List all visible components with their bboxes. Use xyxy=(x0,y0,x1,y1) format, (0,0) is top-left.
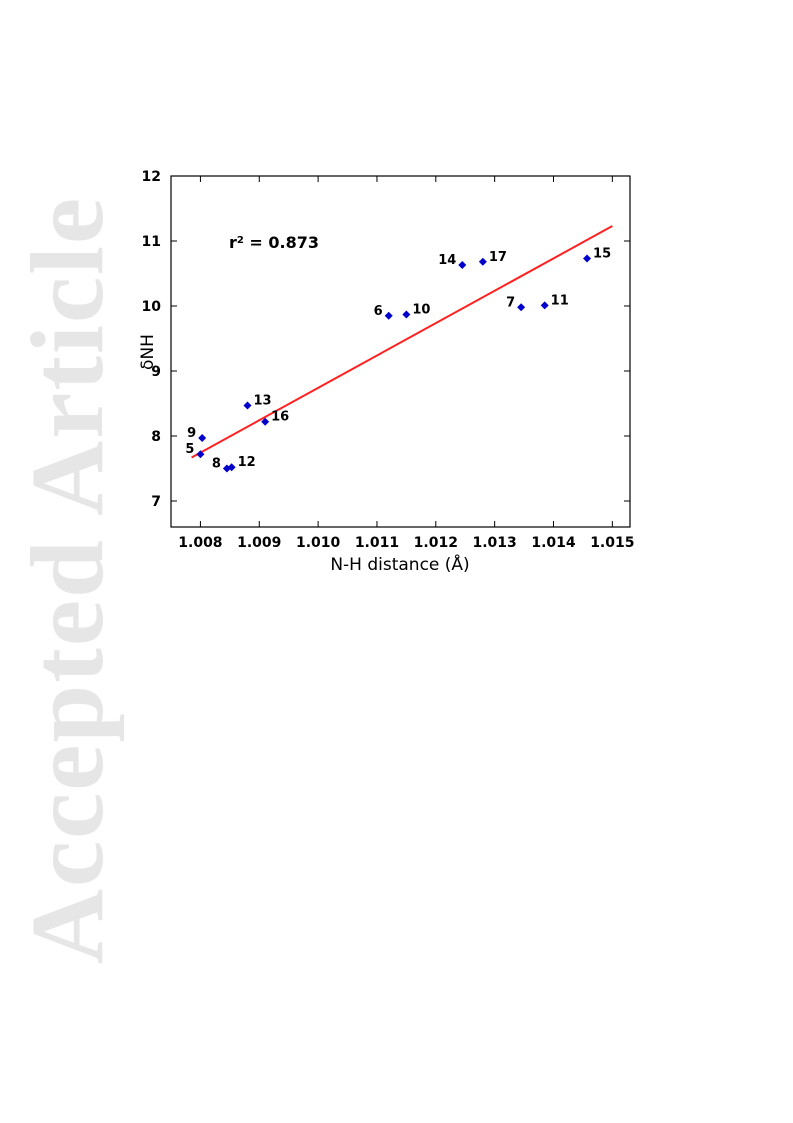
data-point xyxy=(402,310,411,319)
data-point-label: 12 xyxy=(238,455,256,470)
data-point-label: 11 xyxy=(551,293,569,308)
x-tick-label: 1.011 xyxy=(355,535,399,551)
x-tick-label: 1.012 xyxy=(414,535,458,551)
r-squared-annotation: r2 = 0.873 xyxy=(229,233,319,252)
data-point-label: 5 xyxy=(185,442,194,457)
x-tick-label: 1.013 xyxy=(473,535,517,551)
y-tick-label: 9 xyxy=(151,364,161,380)
x-tick-label: 1.010 xyxy=(296,535,341,551)
data-point xyxy=(540,301,549,310)
data-point-label: 7 xyxy=(506,295,515,310)
y-tick-label: 8 xyxy=(151,429,161,445)
data-point-label: 6 xyxy=(374,304,383,319)
data-point-label: 8 xyxy=(212,457,221,472)
data-point-label: 10 xyxy=(412,302,430,317)
data-point xyxy=(458,261,467,270)
data-point-label: 14 xyxy=(438,253,456,268)
data-point-label: 17 xyxy=(489,250,507,265)
data-point xyxy=(227,463,236,472)
data-point xyxy=(384,311,393,320)
y-axis-title: δNH xyxy=(138,334,158,370)
y-tick-label: 10 xyxy=(142,299,162,315)
data-point-label: 9 xyxy=(187,426,196,441)
data-point-label: 16 xyxy=(271,410,289,425)
data-point xyxy=(583,254,592,263)
data-point-label: 15 xyxy=(593,247,611,262)
x-axis-title: N-H distance (Å) xyxy=(330,553,469,575)
plot-frame xyxy=(170,175,631,528)
y-tick-label: 11 xyxy=(142,234,161,250)
x-tick-label: 1.015 xyxy=(590,535,634,551)
data-point xyxy=(198,433,207,442)
x-tick-label: 1.009 xyxy=(237,535,281,551)
regression-line xyxy=(191,225,613,459)
x-tick-label: 1.008 xyxy=(178,535,222,551)
data-point xyxy=(196,450,205,459)
y-tick-label: 12 xyxy=(142,169,161,185)
data-point xyxy=(243,401,252,410)
data-point xyxy=(517,303,526,312)
data-point-label: 13 xyxy=(254,393,272,408)
x-tick-label: 1.014 xyxy=(531,535,576,551)
y-tick-label: 7 xyxy=(151,494,161,510)
data-point xyxy=(261,417,270,426)
data-point xyxy=(478,257,487,266)
